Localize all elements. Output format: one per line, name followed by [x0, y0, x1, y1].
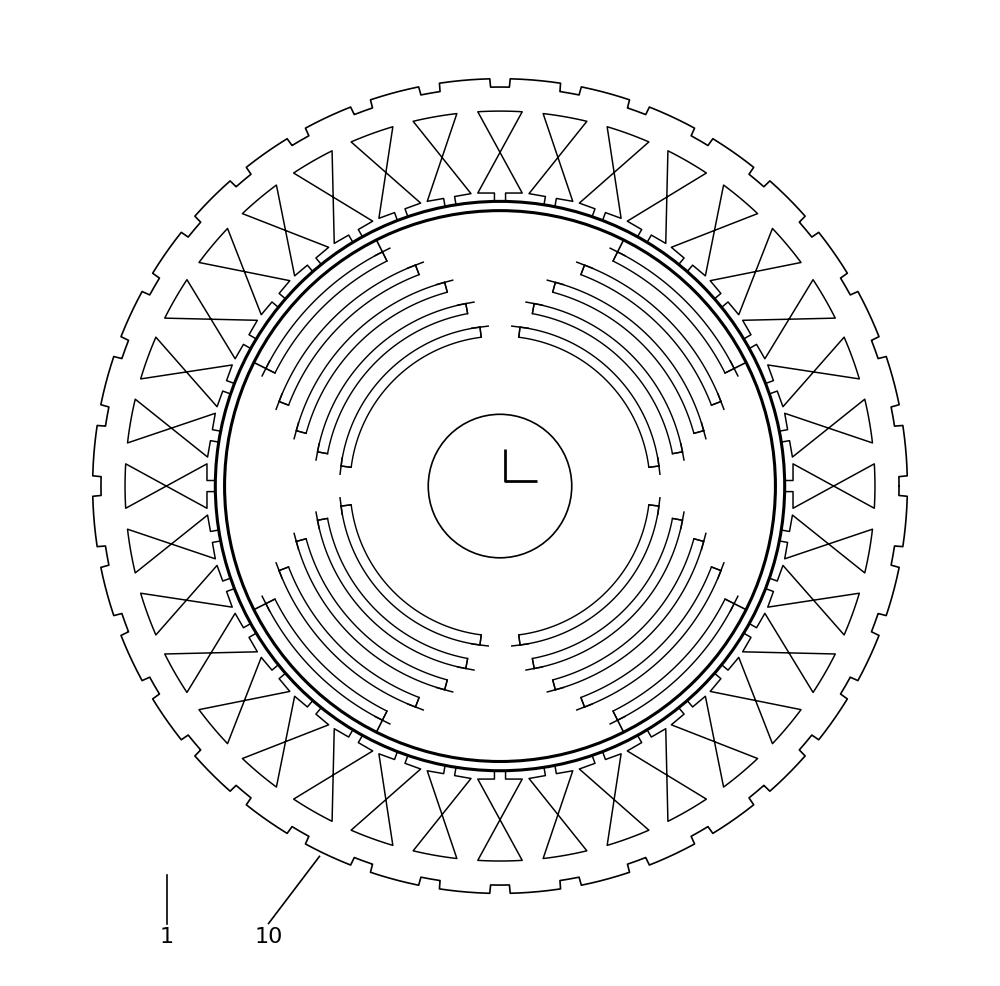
Polygon shape: [242, 696, 329, 787]
Polygon shape: [318, 519, 468, 669]
Polygon shape: [613, 599, 734, 720]
Polygon shape: [779, 399, 872, 458]
Polygon shape: [125, 463, 215, 508]
Polygon shape: [266, 599, 387, 720]
Polygon shape: [141, 337, 234, 406]
Text: 1: 1: [160, 928, 174, 948]
Polygon shape: [671, 185, 758, 276]
Text: 10: 10: [254, 928, 283, 948]
Circle shape: [428, 414, 572, 558]
Polygon shape: [128, 399, 221, 458]
Polygon shape: [529, 113, 587, 207]
Circle shape: [93, 79, 907, 893]
Polygon shape: [743, 280, 835, 359]
Polygon shape: [341, 505, 481, 645]
Polygon shape: [579, 751, 649, 845]
Polygon shape: [296, 538, 447, 690]
Polygon shape: [519, 327, 659, 467]
Polygon shape: [579, 127, 649, 221]
Polygon shape: [279, 265, 419, 405]
Polygon shape: [553, 282, 704, 434]
Polygon shape: [279, 567, 419, 707]
Polygon shape: [519, 505, 659, 645]
Polygon shape: [294, 729, 373, 821]
Polygon shape: [710, 658, 801, 743]
Polygon shape: [294, 151, 373, 244]
Circle shape: [225, 211, 775, 761]
Polygon shape: [413, 765, 471, 859]
Polygon shape: [766, 565, 859, 635]
Polygon shape: [128, 515, 221, 573]
Polygon shape: [478, 111, 522, 201]
Polygon shape: [93, 79, 907, 893]
Polygon shape: [351, 127, 421, 221]
Polygon shape: [199, 658, 290, 743]
Polygon shape: [165, 280, 257, 359]
Polygon shape: [478, 771, 522, 861]
Polygon shape: [529, 765, 587, 859]
Polygon shape: [532, 304, 682, 454]
Polygon shape: [627, 151, 706, 244]
Polygon shape: [266, 251, 387, 373]
Polygon shape: [318, 304, 468, 454]
Polygon shape: [779, 515, 872, 573]
Polygon shape: [296, 282, 447, 434]
Polygon shape: [165, 613, 257, 692]
Polygon shape: [413, 113, 471, 207]
Polygon shape: [671, 696, 758, 787]
Polygon shape: [785, 463, 875, 508]
Polygon shape: [613, 251, 734, 373]
Polygon shape: [242, 185, 329, 276]
Polygon shape: [710, 229, 801, 315]
Polygon shape: [341, 327, 481, 467]
Polygon shape: [581, 265, 721, 405]
Polygon shape: [532, 519, 682, 669]
Polygon shape: [553, 538, 704, 690]
Polygon shape: [743, 613, 835, 692]
Polygon shape: [199, 229, 290, 315]
Polygon shape: [581, 567, 721, 707]
Polygon shape: [766, 337, 859, 406]
Polygon shape: [627, 729, 706, 821]
Polygon shape: [141, 565, 234, 635]
Polygon shape: [351, 751, 421, 845]
